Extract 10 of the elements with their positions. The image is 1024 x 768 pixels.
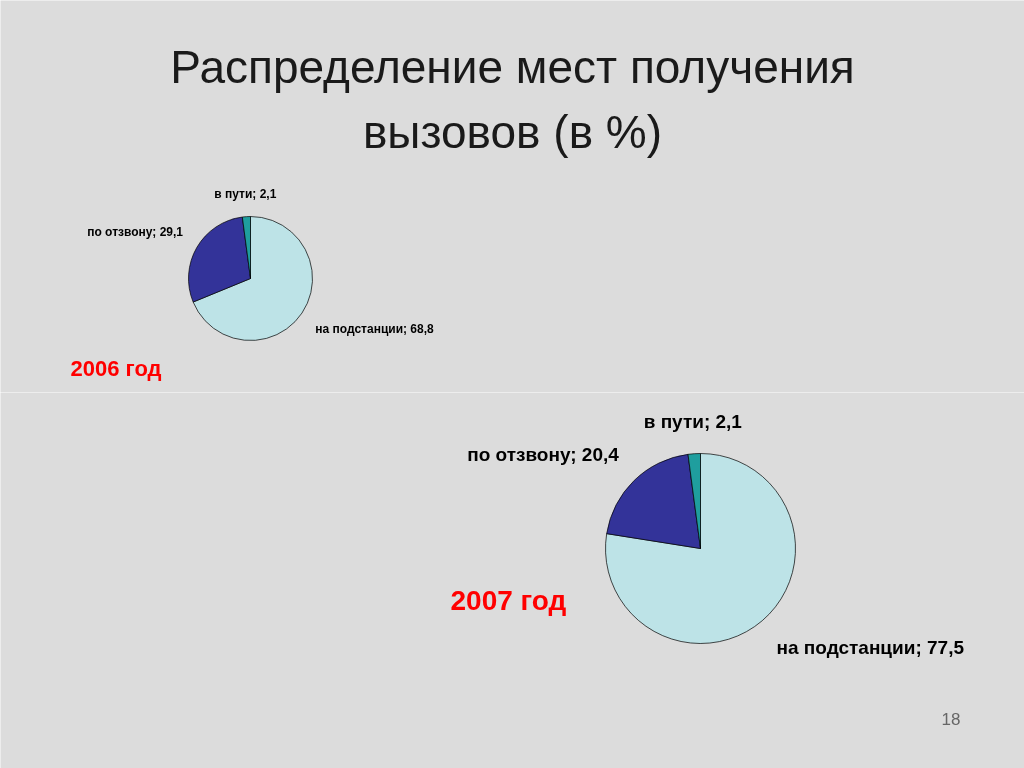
slice-label: на подстанции; 77,5 [776, 637, 965, 659]
slice-label: по отзвону; 20,4 [467, 443, 620, 465]
text: 2007 год [450, 585, 567, 616]
text: 18 [941, 709, 961, 729]
slice-label: в пути; 2,1 [214, 186, 277, 201]
slice-label: на подстанции; 68,8 [315, 321, 435, 336]
slice-label: в пути; 2,1 [643, 410, 743, 432]
chart-title: Распределение мест получения вызовов (в %) [170, 40, 855, 158]
text: 2006 год [70, 356, 162, 381]
slice-label: по отзвону; 29,1 [87, 225, 184, 240]
